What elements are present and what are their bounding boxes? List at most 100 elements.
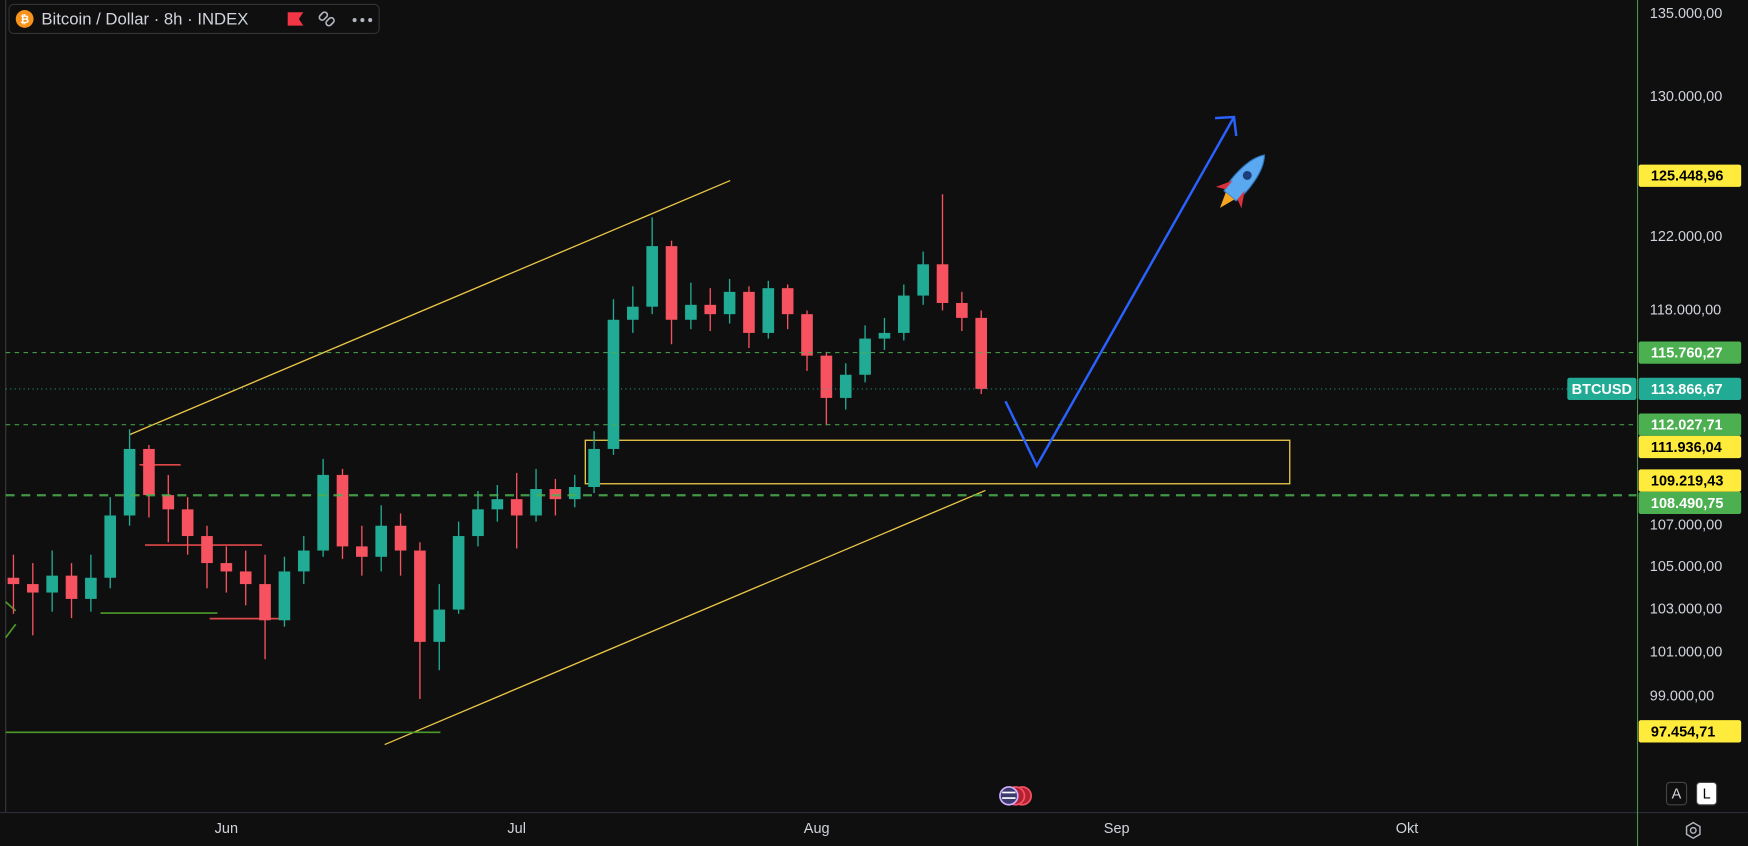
chart-title: Bitcoin / Dollar · 8h · INDEX	[41, 9, 248, 28]
price-tag-bg	[1638, 435, 1742, 459]
price-tag-bg	[1638, 491, 1742, 515]
candle-body	[665, 246, 678, 320]
candle-body	[201, 536, 213, 564]
price-tag-label: 115.760,27	[1651, 346, 1723, 362]
candle-body	[356, 546, 368, 557]
candle-body	[278, 571, 291, 621]
event-icons	[999, 786, 1032, 806]
y-tick-label: 122.000,00	[1650, 229, 1723, 245]
candle-body	[123, 448, 136, 516]
bitcoin-icon	[15, 10, 34, 28]
candle-body	[220, 563, 233, 572]
candle-body	[607, 319, 620, 449]
channel-lower	[384, 489, 986, 746]
candle-body	[7, 577, 20, 585]
y-tick-label: 130.000,00	[1650, 89, 1723, 105]
rocket-icon	[1215, 154, 1265, 209]
candle-body	[549, 489, 562, 500]
x-tick-label: Aug	[804, 821, 830, 837]
candle-body	[491, 499, 504, 510]
x-tick-label: Sep	[1104, 821, 1130, 837]
x-tick-label: Jun	[215, 821, 238, 837]
candle-body	[104, 515, 117, 578]
candle-body	[181, 509, 194, 537]
candle-body	[723, 291, 736, 315]
candle-body	[317, 474, 329, 551]
flag-button[interactable]	[287, 12, 304, 26]
scale-button-label[interactable]: A	[1672, 787, 1682, 803]
candle-body	[510, 499, 523, 516]
settings-button[interactable]	[1685, 821, 1701, 840]
candle-body	[568, 487, 581, 500]
price-tag-bg	[1638, 341, 1742, 364]
candle-body	[859, 338, 871, 375]
channel-upper	[129, 179, 731, 436]
candle-body	[46, 575, 58, 593]
link-button[interactable]	[318, 11, 335, 27]
candle-body	[433, 609, 446, 642]
price-tag-bg	[1638, 469, 1742, 492]
y-tick-label: 107.000,00	[1650, 518, 1723, 534]
candle-body	[162, 495, 175, 510]
candle-body	[781, 288, 794, 315]
price-tag-label: 111.936,04	[1651, 440, 1722, 456]
more-button[interactable]	[352, 18, 373, 23]
candle-body	[472, 509, 484, 537]
candle-body	[627, 306, 639, 320]
price-tag-label: 113.866,67	[1651, 382, 1723, 398]
y-tick-label: 105.000,00	[1650, 559, 1723, 575]
price-tag-bg	[1638, 377, 1742, 401]
candle-body	[646, 246, 658, 307]
price-tag-bg	[1638, 720, 1742, 743]
y-tick-label: 101.000,00	[1650, 645, 1723, 661]
candle-body	[65, 575, 78, 599]
candle-body	[375, 525, 388, 557]
y-tick-label: 99.000,00	[1650, 689, 1714, 705]
candle-body	[414, 550, 426, 642]
candle-body	[762, 288, 775, 333]
x-tick-label: Okt	[1396, 821, 1419, 837]
scale-button[interactable]	[1696, 781, 1718, 806]
candle-body	[259, 584, 271, 621]
y-tick-label: 103.000,00	[1650, 601, 1723, 617]
drawings	[5, 115, 1291, 806]
projection-arrow	[1004, 116, 1236, 469]
candle-body	[936, 264, 949, 303]
symbol-tag-label: BTCUSD	[1572, 382, 1632, 398]
scale-button-label[interactable]: L	[1703, 787, 1711, 803]
x-tick-label: Jul	[507, 821, 526, 837]
candle-body	[917, 264, 929, 296]
symbol-tag-bg	[1567, 377, 1637, 401]
symbol-header: ₿ Bitcoin / Dollar · 8h · INDEX	[8, 3, 380, 34]
price-tag-bg	[1638, 164, 1742, 187]
candle-body	[297, 550, 310, 572]
candle-body	[239, 571, 252, 585]
candle-body	[801, 314, 813, 356]
candles	[7, 194, 988, 699]
scale-button[interactable]	[1665, 781, 1688, 806]
price-tag-label: 112.027,71	[1651, 418, 1723, 434]
candle-body	[394, 525, 407, 551]
support-zone	[584, 439, 1291, 485]
axes: 135.000,00 130.000,00 122.000,00 118.000,00…	[215, 6, 1742, 837]
arrow-head	[1215, 115, 1238, 137]
header-box	[8, 3, 380, 34]
candle-body	[336, 474, 349, 547]
price-tag-label: 97.454,71	[1651, 724, 1715, 740]
price-tag-label: 109.219,43	[1651, 474, 1724, 490]
candle-body	[704, 304, 717, 315]
candle-body	[530, 489, 542, 516]
candle-body	[143, 448, 155, 496]
y-tick-label: 135.000,00	[1650, 6, 1723, 22]
price-tag-label: 108.490,75	[1651, 496, 1724, 512]
support-line	[5, 623, 17, 639]
candle-body	[878, 332, 891, 339]
bitcoin-icon-glyph: ₿	[20, 14, 29, 26]
candle-body	[956, 302, 968, 318]
candle-body	[897, 295, 910, 333]
y-tick-label: 118.000,00	[1650, 302, 1721, 318]
candle-body	[820, 355, 833, 398]
